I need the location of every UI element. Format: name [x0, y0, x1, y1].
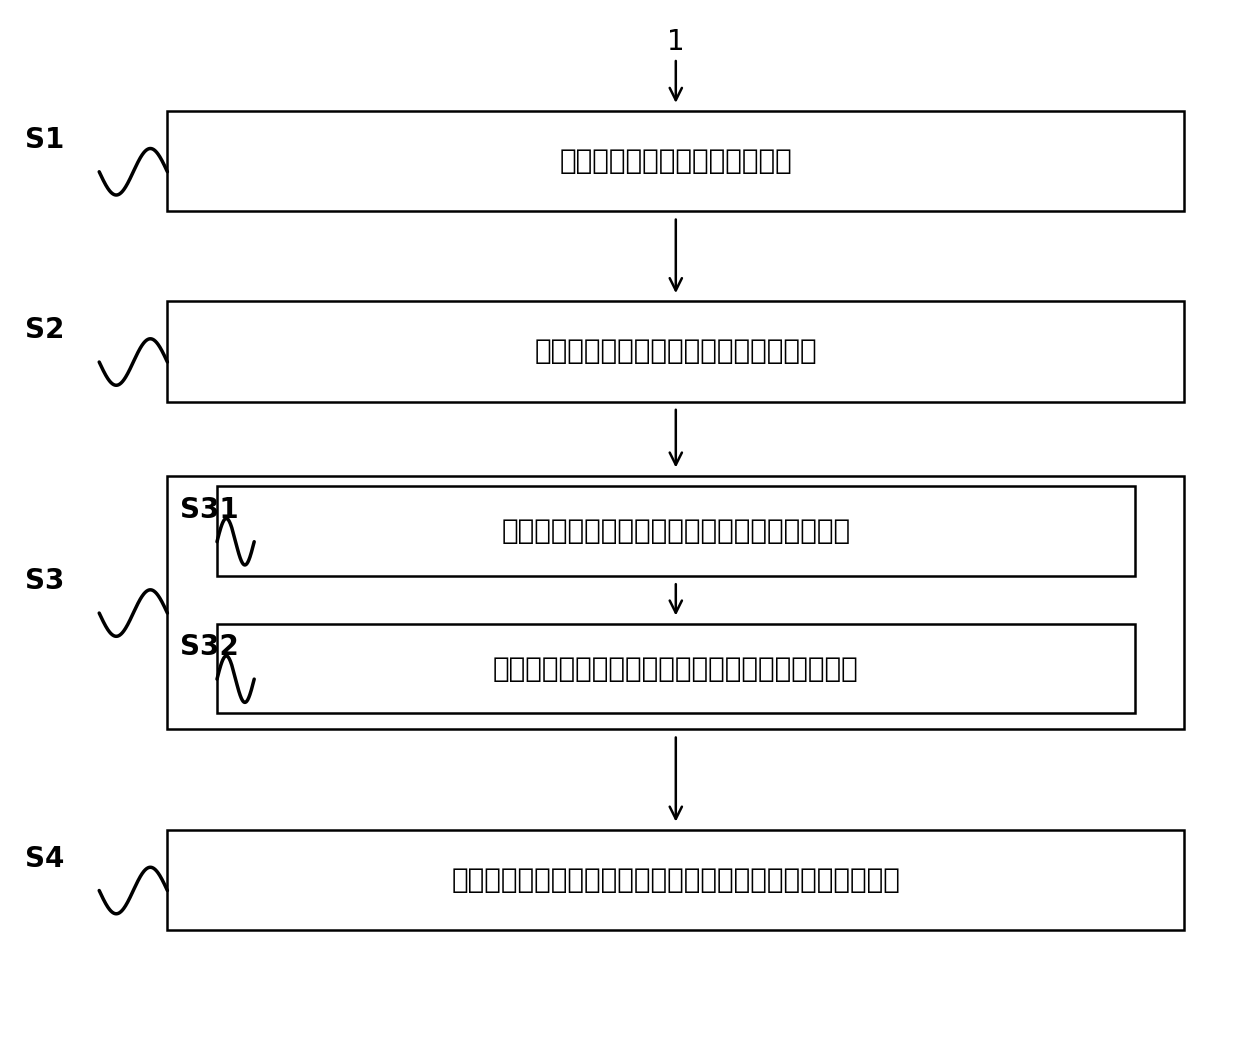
Text: 混合致孔剂与一陶瓷浆料并形成一生坯: 混合致孔剂与一陶瓷浆料并形成一生坯	[534, 337, 817, 366]
Bar	[167, 301, 1184, 402]
Text: S1: S1	[25, 126, 64, 154]
Bar	[167, 111, 1184, 211]
Text: 于一含氧环境中以一第二温度烧结陶瓷粗胚以形成一陶瓷物件: 于一含氧环境中以一第二温度烧结陶瓷粗胚以形成一陶瓷物件	[451, 866, 900, 894]
Bar	[167, 476, 1184, 729]
Text: S2: S2	[25, 316, 64, 345]
Bar	[217, 624, 1135, 713]
Text: S31: S31	[180, 496, 238, 524]
Text: S32: S32	[180, 633, 238, 662]
Text: S4: S4	[25, 845, 64, 873]
Text: 1: 1	[667, 29, 684, 56]
Text: 制备含有一致孔材料的一致孔剂: 制备含有一致孔材料的一致孔剂	[559, 147, 792, 175]
Text: S3: S3	[25, 568, 64, 595]
Bar	[217, 486, 1135, 576]
Text: 于无氧环境中以第一温度烧结生坯以形成陶瓷粗胚: 于无氧环境中以第一温度烧结生坯以形成陶瓷粗胚	[494, 654, 858, 683]
Bar	[167, 830, 1184, 930]
Text: 通入一安定气体至一预定环境中以形成无氧环境: 通入一安定气体至一预定环境中以形成无氧环境	[501, 517, 851, 545]
